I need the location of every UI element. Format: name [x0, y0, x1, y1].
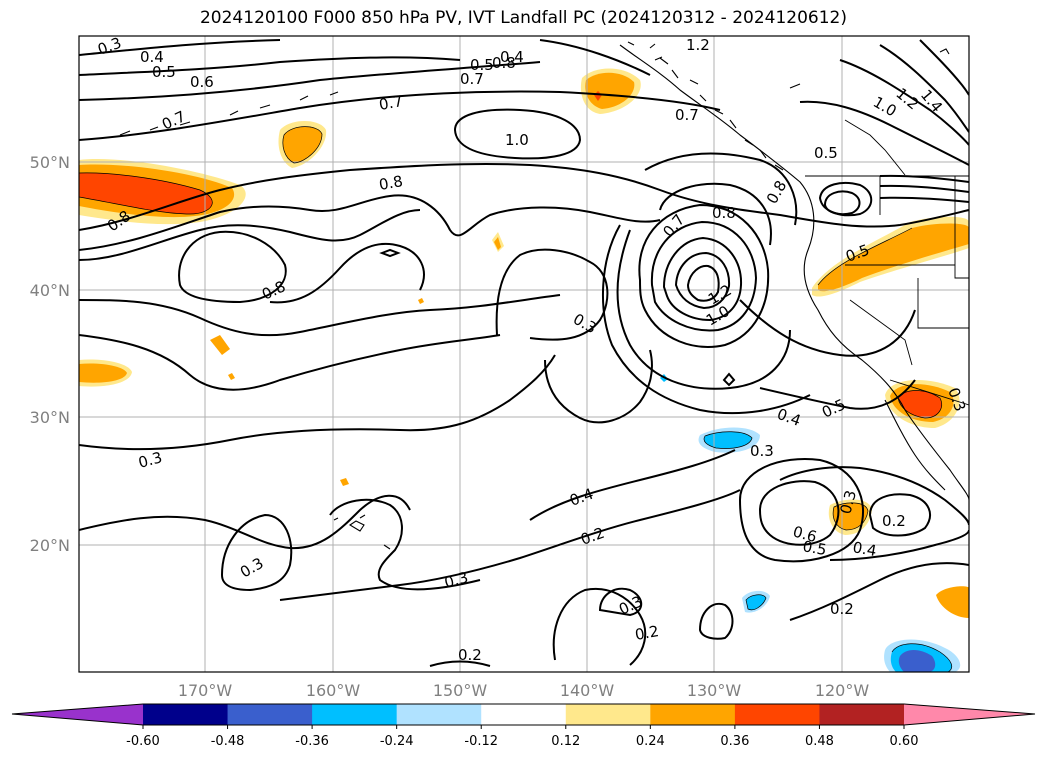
colorbar-segment — [650, 704, 736, 725]
contour-label: 0.8 — [492, 54, 516, 72]
colorbar-tick-label: 0.48 — [805, 734, 834, 749]
coastlines — [119, 41, 969, 550]
contour-label: 1.0 — [505, 131, 529, 149]
contour-label: 0.3 — [750, 442, 774, 460]
contour-label: 0.7 — [675, 106, 699, 124]
contour-label: 0.5 — [152, 63, 176, 81]
map-frame — [78, 35, 970, 673]
lon-label-120w: 120°W — [815, 681, 870, 700]
colorbar-tick-label: -0.36 — [295, 734, 329, 749]
shade-outlines — [79, 126, 953, 672]
colorbar-tick-label: -0.24 — [380, 734, 414, 749]
contour-label: 0.8 — [378, 172, 405, 194]
pv-contours — [79, 39, 969, 667]
contour-label: 0.2 — [458, 646, 482, 664]
colorbar: -0.60 -0.48 -0.36 -0.24 -0.12 0.12 0.24 0.36 0.4… — [11, 703, 1036, 749]
contour-label: 0.7 — [378, 92, 405, 114]
lon-label-150w: 150°W — [433, 681, 488, 700]
contour-label: 0.4 — [140, 48, 164, 66]
contour-label: 0.7 — [460, 70, 484, 88]
colorbar-segment — [565, 704, 651, 725]
colorbar-blocks — [12, 704, 1035, 725]
lon-label-160w: 160°W — [306, 681, 361, 700]
map-area: 0.3 0.4 0.5 0.6 0.7 0.8 0.5 0.4 1.2 0.7 … — [79, 34, 969, 672]
colorbar-segment — [312, 704, 398, 725]
colorbar-segment — [227, 704, 313, 725]
lat-label-20n: 20°N — [30, 536, 70, 555]
colorbar-segment — [143, 704, 229, 725]
shade-southeast-corner — [936, 586, 969, 618]
contour-label: 0.5 — [470, 56, 494, 74]
gridlines — [79, 36, 969, 672]
colorbar-tick-label: -0.48 — [211, 734, 245, 749]
colorbar-extend-high — [904, 704, 1035, 725]
contour-label: 0.6 — [190, 73, 214, 91]
colorbar-extend-low — [12, 704, 143, 725]
contour-label: 0.3 — [136, 448, 164, 472]
contour-label: 0.6 — [791, 522, 819, 546]
contour-label: 1.2 — [686, 36, 710, 54]
contour-label: 0.2 — [882, 512, 906, 530]
lat-label-30n: 30°N — [30, 408, 70, 427]
shaded-positive-regions — [79, 68, 969, 618]
map-title: 2024120100 F000 850 hPa PV, IVT Landfall… — [199, 8, 847, 28]
contour-label: 0.4 — [500, 48, 524, 66]
longitude-labels: 170°W 160°W 150°W 140°W 130°W 120°W — [178, 681, 870, 700]
lon-label-170w: 170°W — [178, 681, 233, 700]
lon-label-130w: 130°W — [687, 681, 742, 700]
lat-label-50n: 50°N — [30, 153, 70, 172]
colorbar-tick-label: 0.60 — [890, 734, 919, 749]
contour-label: 0.3 — [836, 488, 860, 516]
contour-label: 0.2 — [830, 600, 854, 618]
lon-label-140w: 140°W — [560, 681, 615, 700]
contour-label: 0.2 — [634, 622, 661, 644]
contour-label: 0.5 — [814, 144, 838, 162]
colorbar-segment — [481, 704, 567, 725]
contour-label: 0.4 — [851, 538, 878, 560]
colorbar-tick-label: -0.12 — [464, 734, 498, 749]
colorbar-segment — [396, 704, 482, 725]
contour-label: 0.3 — [95, 34, 124, 59]
colorbar-segment — [734, 704, 820, 725]
contour-label: 0.3 — [442, 568, 470, 592]
latitude-labels: 50°N 40°N 30°N 20°N — [30, 153, 70, 555]
lat-label-40n: 40°N — [30, 281, 70, 300]
colorbar-tick-label: -0.60 — [126, 734, 160, 749]
colorbar-tick-label: 0.24 — [636, 734, 665, 749]
contour-label: 0.5 — [801, 537, 828, 559]
contour-label: 0.8 — [712, 204, 736, 222]
contour-labels: 0.3 0.4 0.5 0.6 0.7 0.8 0.5 0.4 1.2 0.7 … — [95, 34, 969, 664]
colorbar-tick-label: 0.36 — [720, 734, 749, 749]
colorbar-segment — [819, 704, 905, 725]
colorbar-ticks: -0.60 -0.48 -0.36 -0.24 -0.12 0.12 0.24 0.36 0.4… — [126, 725, 918, 749]
colorbar-tick-label: 0.12 — [551, 734, 580, 749]
